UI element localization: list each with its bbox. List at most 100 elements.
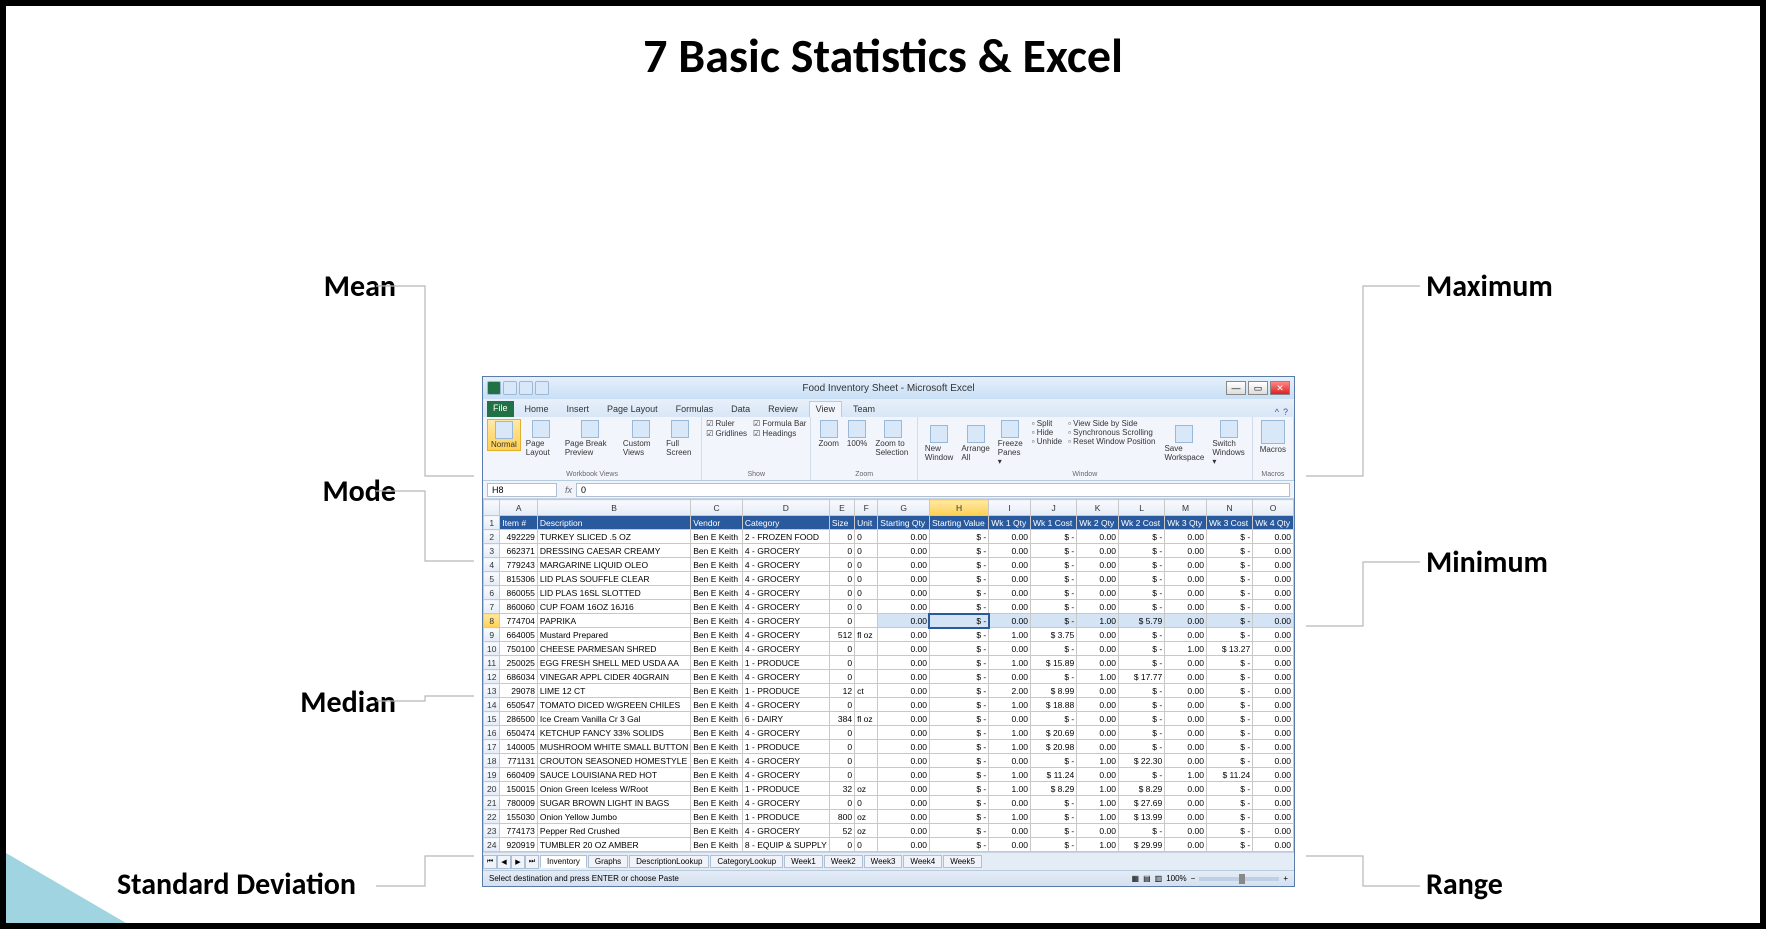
cell[interactable]: 1.00 (1077, 614, 1119, 628)
cell[interactable]: $ - (929, 712, 988, 726)
cell[interactable]: 0 (829, 558, 854, 572)
cell[interactable]: Ben E Keith (691, 530, 743, 544)
cell[interactable]: $ - (1030, 558, 1076, 572)
ribbon-tab-formulas[interactable]: Formulas (669, 401, 721, 417)
table-header-cell[interactable]: Wk 2 Qty (1077, 516, 1119, 530)
cell[interactable]: oz (855, 782, 878, 796)
cell[interactable]: 662371 (500, 544, 538, 558)
cell[interactable]: 664005 (500, 628, 538, 642)
cell[interactable]: 0.00 (1077, 558, 1119, 572)
cell[interactable]: $ - (1030, 614, 1076, 628)
cell[interactable]: $ - (1206, 726, 1252, 740)
cell[interactable]: $ - (929, 768, 988, 782)
cell[interactable]: 0 (855, 600, 878, 614)
cell[interactable]: 0.00 (1165, 740, 1207, 754)
cell[interactable]: $ - (929, 782, 988, 796)
col-header-O[interactable]: O (1253, 500, 1294, 516)
cell[interactable]: 29078 (500, 684, 538, 698)
cell[interactable]: $ - (1030, 824, 1076, 838)
cell[interactable]: Ben E Keith (691, 586, 743, 600)
cell[interactable]: MUSHROOM WHITE SMALL BUTTON (537, 740, 690, 754)
cell[interactable]: $ - (1030, 712, 1076, 726)
cell[interactable]: Ben E Keith (691, 768, 743, 782)
cell[interactable]: $ - (1030, 572, 1076, 586)
cell[interactable]: $ - (1118, 656, 1164, 670)
cell[interactable]: 0.00 (1077, 698, 1119, 712)
col-header-C[interactable]: C (691, 500, 743, 516)
cell[interactable]: $ 27.69 (1118, 796, 1164, 810)
cell[interactable]: 4 - GROCERY (742, 754, 829, 768)
cell[interactable]: $ - (929, 628, 988, 642)
cell[interactable]: $ 20.69 (1030, 726, 1076, 740)
cell[interactable]: $ - (1118, 824, 1164, 838)
cell[interactable]: 2 - FROZEN FOOD (742, 530, 829, 544)
cell[interactable]: 1.00 (1077, 796, 1119, 810)
cell[interactable]: $ - (1206, 572, 1252, 586)
cell[interactable]: 686034 (500, 670, 538, 684)
cell[interactable]: 0.00 (1077, 824, 1119, 838)
cell[interactable]: 0.00 (1253, 698, 1294, 712)
cell[interactable]: $ - (929, 544, 988, 558)
cell[interactable]: $ - (929, 614, 988, 628)
cell[interactable]: 0.00 (989, 670, 1031, 684)
cell[interactable]: VINEGAR APPL CIDER 40GRAIN (537, 670, 690, 684)
sheet-nav-next-icon[interactable]: ▶ (511, 855, 525, 869)
new-window-button[interactable]: New Window (922, 419, 956, 467)
cell[interactable]: Onion Green Iceless W/Root (537, 782, 690, 796)
page-layout-button[interactable]: Page Layout (523, 419, 560, 458)
save-icon[interactable] (503, 381, 517, 395)
cell[interactable]: 1.00 (989, 656, 1031, 670)
cell[interactable]: 0.00 (1077, 544, 1119, 558)
spreadsheet-grid[interactable]: ABCDEFGHIJKLMNO1Item #DescriptionVendorC… (483, 499, 1294, 852)
sheet-tab-week2[interactable]: Week2 (824, 855, 863, 868)
cell[interactable]: $ - (1206, 670, 1252, 684)
cell[interactable]: 4 - GROCERY (742, 824, 829, 838)
cell[interactable]: Ben E Keith (691, 684, 743, 698)
cell[interactable]: 0 (829, 740, 854, 754)
cell[interactable]: 0.00 (989, 600, 1031, 614)
cell[interactable]: $ - (1206, 628, 1252, 642)
cell[interactable]: 0 (829, 754, 854, 768)
maximize-button[interactable]: ▭ (1248, 381, 1268, 395)
sheet-tab-inventory[interactable]: Inventory (540, 855, 587, 868)
cell[interactable]: 0 (829, 796, 854, 810)
cell[interactable]: 0.00 (1253, 824, 1294, 838)
cell[interactable]: 0.00 (1165, 754, 1207, 768)
cell[interactable]: 0.00 (989, 586, 1031, 600)
cell[interactable]: 0.00 (1077, 712, 1119, 726)
cell[interactable]: $ - (1118, 572, 1164, 586)
cell[interactable]: 0.00 (1077, 600, 1119, 614)
cell[interactable]: KETCHUP FANCY 33% SOLIDS (537, 726, 690, 740)
table-header-cell[interactable]: Starting Qty (878, 516, 930, 530)
cell[interactable]: Ben E Keith (691, 656, 743, 670)
row-header[interactable]: 23 (484, 824, 500, 838)
cell[interactable]: $ - (1118, 684, 1164, 698)
cell[interactable]: LID PLAS SOUFFLE CLEAR (537, 572, 690, 586)
cell[interactable]: $ - (1118, 558, 1164, 572)
cell[interactable]: $ - (929, 572, 988, 586)
cell[interactable]: 0.00 (1077, 572, 1119, 586)
table-header-cell[interactable]: Item # (500, 516, 538, 530)
cell[interactable]: 8 - EQUIP & SUPPLY (742, 838, 829, 852)
cell[interactable]: $ - (929, 600, 988, 614)
cell[interactable]: $ - (929, 656, 988, 670)
cell[interactable]: 0.00 (1165, 656, 1207, 670)
cell[interactable]: 920919 (500, 838, 538, 852)
cell[interactable]: $ 15.89 (1030, 656, 1076, 670)
sheet-nav-last-icon[interactable]: ⏭ (525, 855, 539, 869)
table-header-cell[interactable]: Size (829, 516, 854, 530)
cell[interactable]: $ - (1118, 544, 1164, 558)
cell[interactable]: 0 (829, 768, 854, 782)
cell[interactable]: Ben E Keith (691, 740, 743, 754)
cell[interactable]: 4 - GROCERY (742, 628, 829, 642)
cell[interactable]: 0.00 (1253, 628, 1294, 642)
cell[interactable]: 0.00 (878, 586, 930, 600)
cell[interactable]: 1.00 (989, 740, 1031, 754)
row-header[interactable]: 10 (484, 642, 500, 656)
cell[interactable]: 0.00 (1165, 824, 1207, 838)
undo-icon[interactable] (519, 381, 533, 395)
cell[interactable]: $ 17.77 (1118, 670, 1164, 684)
sheet-tab-week5[interactable]: Week5 (943, 855, 982, 868)
cell[interactable]: $ - (929, 824, 988, 838)
split-button[interactable]: ▫ Split (1032, 419, 1062, 428)
